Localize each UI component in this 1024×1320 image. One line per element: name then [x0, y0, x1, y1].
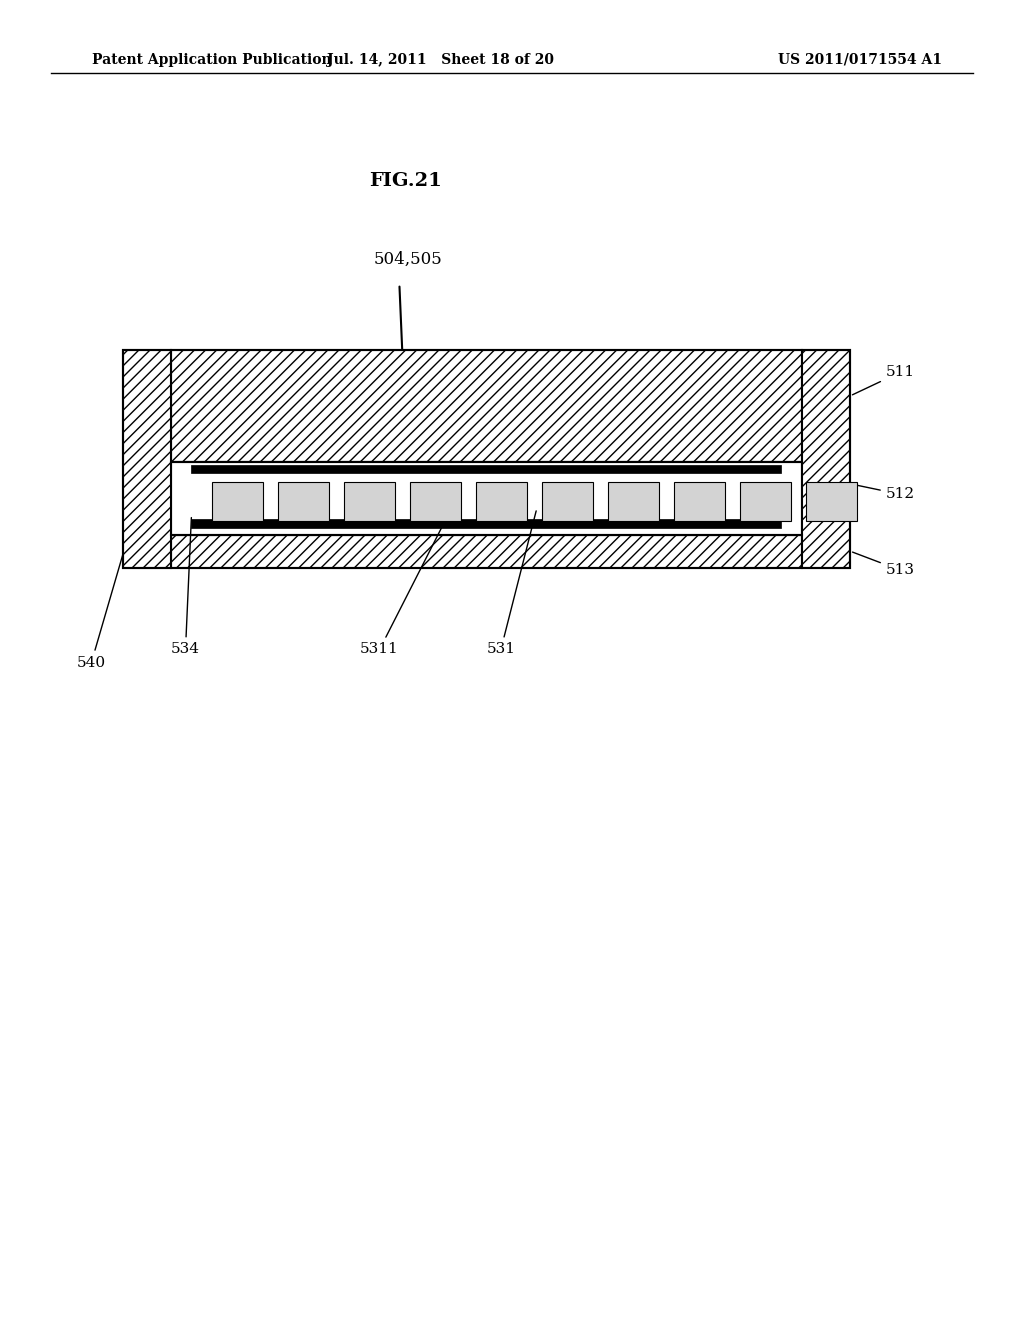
- Text: US 2011/0171554 A1: US 2011/0171554 A1: [778, 53, 942, 67]
- Bar: [410, 482, 461, 521]
- Bar: [542, 482, 593, 521]
- Bar: [344, 482, 395, 521]
- Bar: [674, 482, 725, 521]
- Bar: [476, 482, 527, 521]
- Text: 504,505: 504,505: [374, 251, 442, 268]
- Bar: [191, 519, 781, 528]
- Bar: [278, 482, 329, 521]
- Text: Jul. 14, 2011   Sheet 18 of 20: Jul. 14, 2011 Sheet 18 of 20: [327, 53, 554, 67]
- Bar: [802, 350, 850, 568]
- Bar: [171, 535, 802, 568]
- Text: Patent Application Publication: Patent Application Publication: [92, 53, 332, 67]
- Bar: [608, 482, 658, 521]
- Bar: [212, 482, 263, 521]
- Text: 540: 540: [77, 504, 137, 669]
- Text: 511: 511: [852, 366, 914, 395]
- Text: 513: 513: [853, 552, 914, 577]
- Bar: [191, 465, 781, 473]
- Text: 5311: 5311: [360, 504, 454, 656]
- Text: 512: 512: [853, 484, 914, 502]
- Bar: [740, 482, 791, 521]
- Text: FIG.21: FIG.21: [369, 172, 441, 190]
- Text: 531: 531: [486, 511, 537, 656]
- Bar: [171, 462, 802, 535]
- Bar: [123, 350, 850, 568]
- Bar: [806, 482, 857, 521]
- Bar: [123, 350, 171, 568]
- Bar: [171, 350, 802, 462]
- Text: 534: 534: [171, 517, 200, 656]
